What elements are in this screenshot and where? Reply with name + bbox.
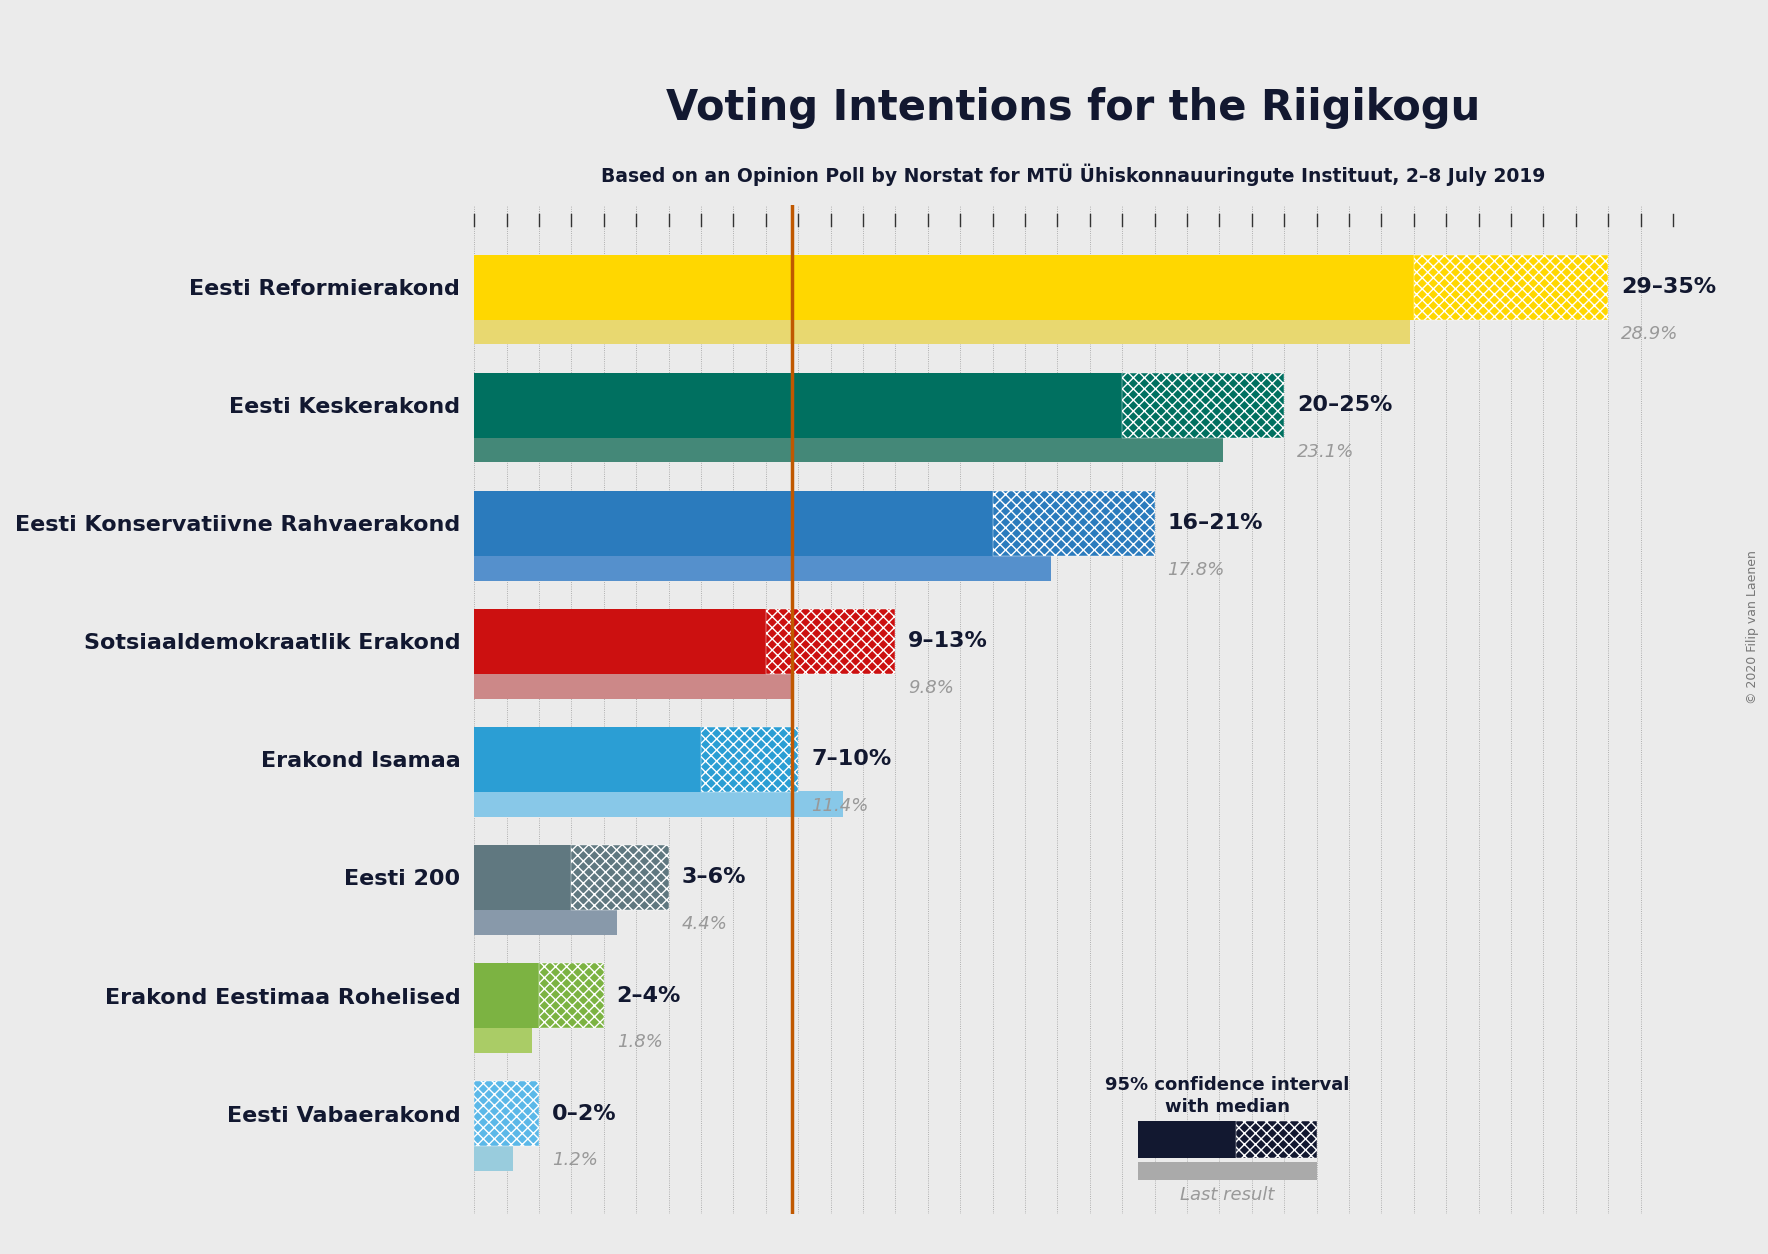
Bar xyxy=(1139,1121,1236,1159)
Bar xyxy=(474,490,992,556)
Text: 17.8%: 17.8% xyxy=(1167,561,1225,579)
Bar xyxy=(474,554,1050,581)
Text: 7–10%: 7–10% xyxy=(812,750,891,770)
Bar xyxy=(474,1027,532,1052)
Bar xyxy=(474,845,571,910)
Bar xyxy=(474,1081,539,1146)
Bar xyxy=(766,609,895,673)
Text: 28.9%: 28.9% xyxy=(1621,325,1678,344)
Text: 4.4%: 4.4% xyxy=(681,915,727,933)
Text: Based on an Opinion Poll by Norstat for MTÜ Ühiskonnauuringute Instituut, 2–8 Ju: Based on an Opinion Poll by Norstat for … xyxy=(601,164,1545,187)
Bar xyxy=(474,963,539,1028)
Bar xyxy=(474,319,1411,345)
Bar xyxy=(474,255,1414,320)
Bar xyxy=(474,609,766,673)
Bar xyxy=(474,1145,513,1171)
Bar xyxy=(992,490,1155,556)
Text: Last result: Last result xyxy=(1181,1185,1275,1204)
Bar xyxy=(474,436,1222,463)
Bar xyxy=(1123,372,1284,438)
Text: 95% confidence interval
with median: 95% confidence interval with median xyxy=(1105,1076,1349,1116)
Text: 11.4%: 11.4% xyxy=(812,798,868,815)
Bar xyxy=(1139,1162,1317,1180)
Text: 9.8%: 9.8% xyxy=(909,680,955,697)
Bar xyxy=(1236,1121,1317,1159)
Bar xyxy=(474,672,792,698)
Text: 2–4%: 2–4% xyxy=(617,986,681,1006)
Bar xyxy=(539,963,603,1028)
Text: 23.1%: 23.1% xyxy=(1298,443,1354,461)
Text: 1.2%: 1.2% xyxy=(552,1151,598,1169)
Bar xyxy=(571,845,668,910)
Text: 3–6%: 3–6% xyxy=(681,868,746,888)
Bar xyxy=(474,909,617,934)
Bar xyxy=(474,727,700,793)
Text: 1.8%: 1.8% xyxy=(617,1033,663,1051)
Text: 16–21%: 16–21% xyxy=(1167,513,1262,533)
Bar xyxy=(1414,255,1609,320)
Text: 0–2%: 0–2% xyxy=(552,1104,617,1124)
Text: 20–25%: 20–25% xyxy=(1298,395,1393,415)
Text: 29–35%: 29–35% xyxy=(1621,277,1717,297)
Bar xyxy=(474,790,843,816)
Bar xyxy=(700,727,797,793)
Text: 9–13%: 9–13% xyxy=(909,632,988,651)
Text: © 2020 Filip van Laenen: © 2020 Filip van Laenen xyxy=(1747,551,1759,703)
Bar xyxy=(474,372,1123,438)
Text: Voting Intentions for the Riigikogu: Voting Intentions for the Riigikogu xyxy=(667,87,1480,129)
